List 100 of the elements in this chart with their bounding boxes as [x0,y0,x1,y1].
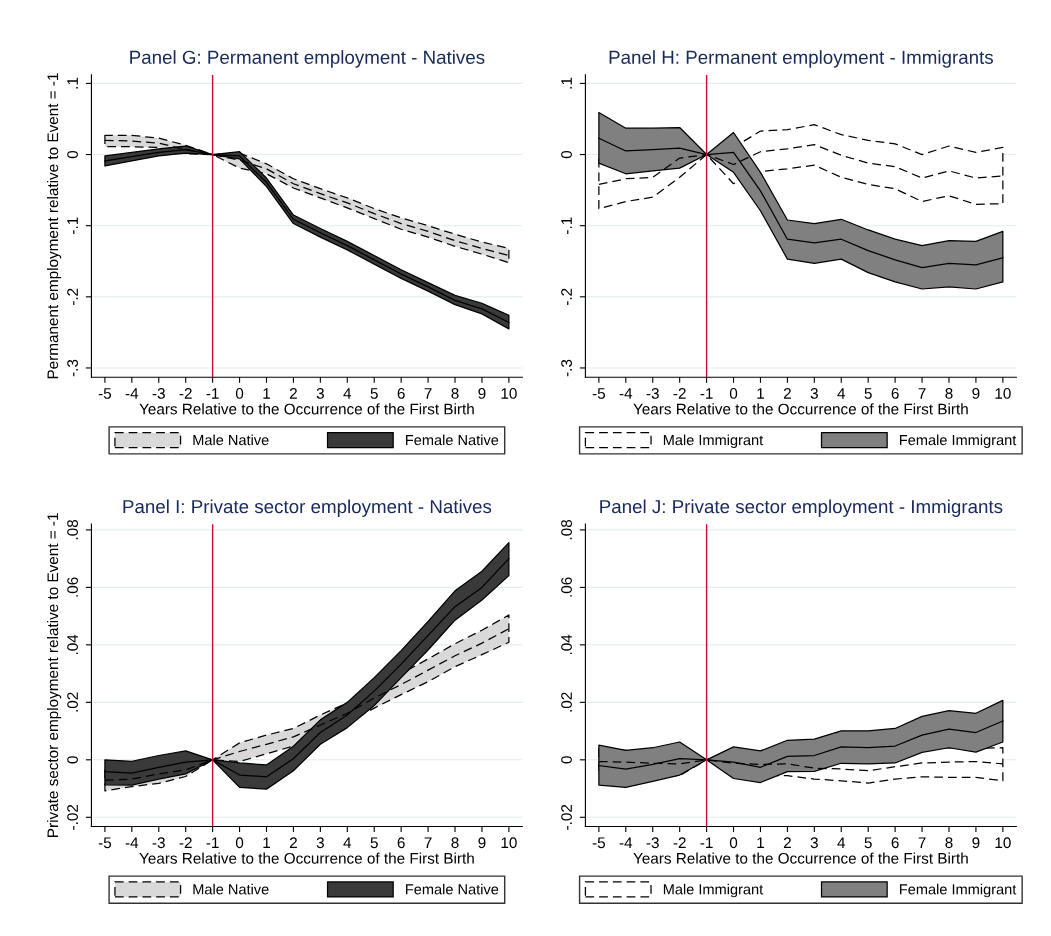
x-tick-label: 10 [995,388,1011,399]
legend-label: Female Native [406,434,499,446]
x-tick-label: 0 [235,837,244,849]
x-tick-label: 1 [263,388,270,399]
x-tick-label: 9 [972,388,980,399]
x-tick-label: 3 [316,388,324,399]
x-tick-label: 10 [501,837,517,849]
x-tick-label: -2 [673,837,686,848]
y-tick-label: .02 [67,692,78,712]
x-tick-label: 0 [235,388,244,399]
x-tick-label: -4 [619,388,633,399]
x-tick-label: -4 [125,837,139,848]
y-tick-label: -.3 [561,359,572,377]
x-tick-label: -5 [98,388,112,399]
x-tick-label: 6 [397,837,405,849]
text: Male Immigrant [663,434,764,449]
y-tick-label: -.02 [561,804,572,830]
legend-label: Female Native [406,883,499,895]
y-tick-label: 0 [561,150,572,159]
y-tick-label: .08 [561,519,572,540]
y-tick-label: .06 [67,577,78,597]
x-tick-label: 10 [501,388,517,399]
x-tick-label: -1 [700,388,713,399]
x-tick-label: 5 [864,837,872,849]
y-tick-label: -.2 [67,288,78,306]
x-tick-label: -1 [206,837,219,848]
x-tick-label: 9 [478,837,486,849]
x-tick-label: 2 [289,837,297,848]
legend-label: Male Native [193,883,269,895]
x-tick-label: -5 [592,388,606,399]
x-tick-label: -4 [125,388,139,399]
x-tick-label: 9 [972,837,980,849]
x-tick-label: 6 [397,388,405,399]
x-tick-label: 9 [478,388,486,399]
y-tick-label: -.1 [67,217,78,234]
y-tick-label: -.2 [561,288,572,306]
y-tick-label: -.02 [67,804,78,830]
y-tick-label: -.3 [67,359,78,377]
y-tick-label: 0 [561,756,572,764]
x-tick-label: -3 [646,837,659,849]
legend-label: Female Immigrant [900,883,1017,898]
x-tick-label: 1 [757,388,764,399]
x-tick-label: 8 [945,388,953,399]
x-tick-label: 2 [783,388,791,399]
x-tick-label: -5 [592,837,606,849]
y-tick-label: .04 [561,634,572,655]
x-tick-label: 4 [837,837,846,848]
x-tick-label: 7 [424,388,432,399]
x-tick-label: -4 [619,837,633,848]
x-axis-title: Years Relative to the Occurrence of the First Birth [633,852,968,864]
legend-label: Male Native [193,434,269,446]
x-tick-label: 5 [370,837,378,849]
x-tick-label: 4 [343,388,352,399]
x-tick-label: 4 [343,837,352,848]
chart-title: Panel J: Private sector employment - Immigrants [600,499,1003,517]
x-tick-label: 2 [783,837,791,848]
x-tick-label: 3 [316,837,324,849]
x-tick-label: 2 [289,388,297,399]
x-axis-title: Years Relative to the Occurrence of the First Birth [139,852,474,864]
y-tick-label: 0 [67,756,78,764]
x-tick-label: 1 [263,837,270,848]
x-tick-label: 3 [810,388,818,399]
x-tick-label: -2 [179,388,192,399]
y-axis-title: Private sector employment relative to Event = -1 [46,513,62,837]
x-tick-label: 4 [837,388,846,399]
y-tick-label: .1 [561,77,572,89]
chart-title: Panel H: Permanent employment - Immigrants [609,50,993,68]
x-tick-label: 6 [891,388,899,399]
x-tick-label: 8 [451,388,459,399]
x-tick-label: 5 [864,388,872,399]
x-axis-title: Years Relative to the Occurrence of the First Birth [139,403,474,415]
x-tick-label: 8 [451,837,459,849]
x-tick-label: 8 [945,837,953,849]
chart-title: Panel I: Private sector employment - Natives [123,499,492,517]
y-tick-label: .06 [561,577,572,597]
text: Male Immigrant [663,883,764,898]
x-tick-label: -2 [673,388,686,399]
x-tick-label: -5 [98,837,112,849]
x-tick-label: 7 [918,837,926,848]
x-tick-label: -3 [646,388,659,399]
x-tick-label: -1 [206,388,219,399]
x-tick-label: 0 [729,388,738,399]
x-tick-label: -1 [700,837,713,848]
y-tick-label: 0 [67,150,78,159]
x-tick-label: 0 [729,837,738,849]
legend-label: Female Immigrant [900,434,1017,449]
y-tick-label: .1 [67,77,78,89]
y-tick-label: .02 [561,692,572,712]
y-tick-label: -.1 [561,217,572,234]
x-tick-label: -3 [152,388,165,399]
y-tick-label: .08 [67,519,78,540]
x-axis-title: Years Relative to the Occurrence of the First Birth [633,403,968,415]
x-tick-label: -2 [179,837,192,848]
y-axis-title: Permanent employment relative to Event = -1 [46,73,62,379]
x-tick-label: 6 [891,837,899,849]
chart-title: Panel G: Permanent employment - Natives [130,50,485,68]
x-tick-label: 3 [810,837,818,849]
x-tick-label: 10 [995,837,1011,849]
x-tick-label: -3 [152,837,165,849]
x-tick-label: 5 [370,388,378,399]
